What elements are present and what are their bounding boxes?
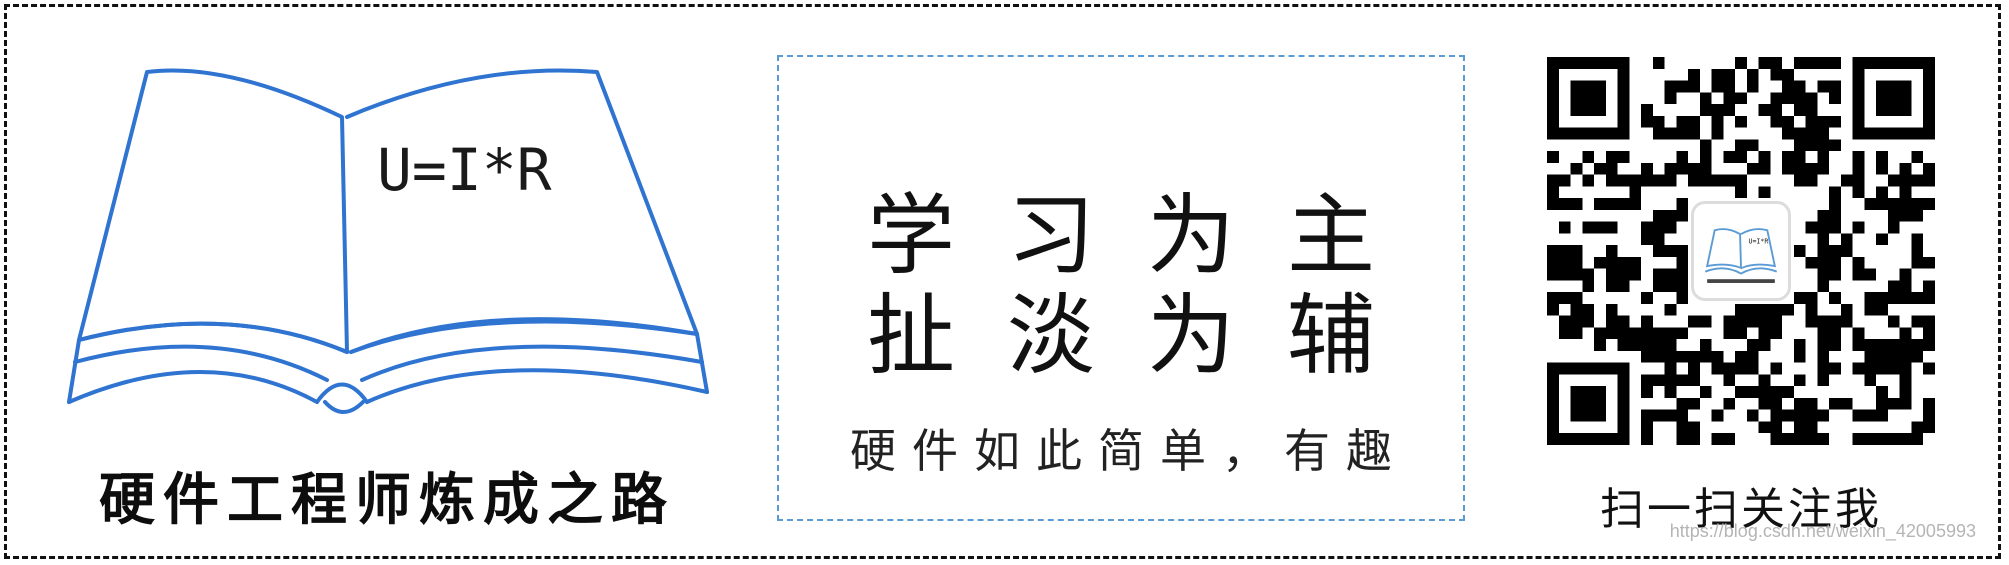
slogan-line-2: 扯淡为辅 [866, 284, 1427, 387]
qr-center-logo-icon: U=I*R [1691, 201, 1791, 301]
watermark-url: https://blog.csdn.net/weixin_42005993 [1669, 521, 1976, 541]
qr-caption: 扫一扫关注我 [1600, 484, 1882, 535]
slogan-subtitle: 硬件如此简单，有趣 [850, 424, 1408, 478]
slogan-line-1: 学习为主 [866, 184, 1427, 287]
slogan-box: 学习为主 扯淡为辅 硬件如此简单，有趣 [777, 55, 1465, 521]
open-book-icon: U=I*R [57, 62, 717, 457]
qr-code-icon: U=I*R [1547, 57, 1935, 445]
logo-title: 硬件工程师炼成之路 [99, 467, 675, 533]
banner-card: U=I*R 硬件工程师炼成之路 学习为主 扯淡为辅 硬件如此简单，有趣 U=I*… [4, 4, 2001, 559]
formula-text: U=I*R [377, 136, 552, 204]
svg-text:U=I*R: U=I*R [1749, 237, 1769, 245]
